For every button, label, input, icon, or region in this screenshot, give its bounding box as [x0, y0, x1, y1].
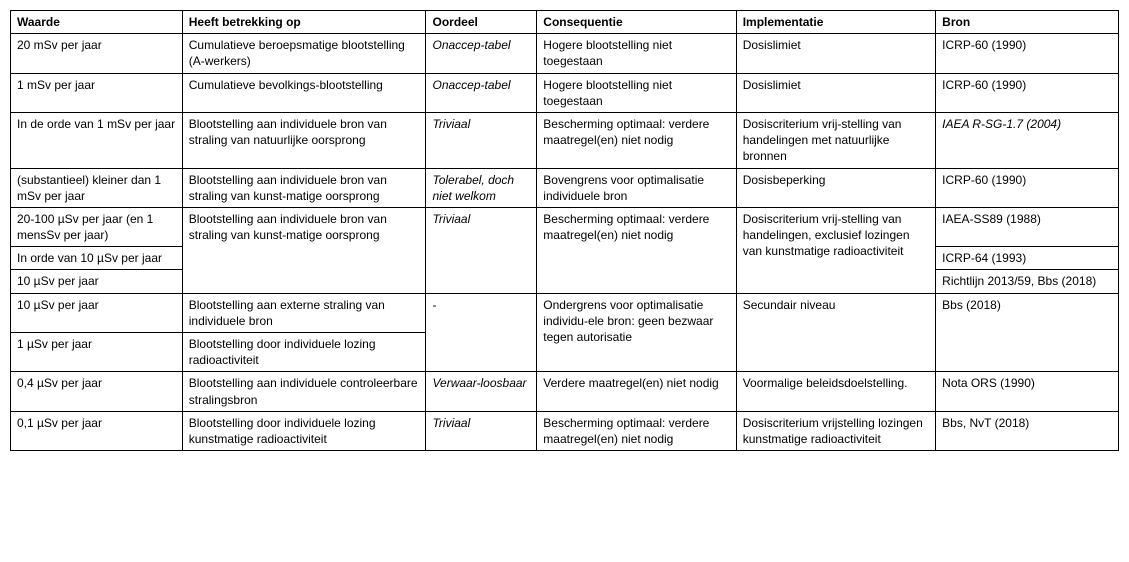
cell-oordeel: Triviaal: [426, 207, 537, 293]
cell-waarde: 1 µSv per jaar: [11, 333, 183, 372]
cell-consequentie: Hogere blootstelling niet toegestaan: [537, 73, 736, 112]
cell-waarde: 20 mSv per jaar: [11, 34, 183, 73]
cell-oordeel: Onaccep-tabel: [426, 73, 537, 112]
cell-waarde: 0,4 µSv per jaar: [11, 372, 183, 411]
cell-bron: IAEA R-SG-1.7 (2004): [936, 112, 1119, 168]
cell-oordeel: Verwaar-loosbaar: [426, 372, 537, 411]
cell-betrekking: Blootstelling aan individuele bron van s…: [182, 112, 426, 168]
cell-waarde: 10 µSv per jaar: [11, 293, 183, 332]
cell-waarde: In orde van 10 µSv per jaar: [11, 247, 183, 270]
col-consequentie: Consequentie: [537, 11, 736, 34]
cell-betrekking: Blootstelling aan externe straling van i…: [182, 293, 426, 332]
cell-waarde: 10 µSv per jaar: [11, 270, 183, 293]
cell-consequentie: Bescherming optimaal: verdere maatregel(…: [537, 207, 736, 293]
cell-waarde: 0,1 µSv per jaar: [11, 411, 183, 450]
cell-bron: Bbs, NvT (2018): [936, 411, 1119, 450]
table-header-row: Waarde Heeft betrekking op Oordeel Conse…: [11, 11, 1119, 34]
cell-bron: ICRP-60 (1990): [936, 34, 1119, 73]
col-implementatie: Implementatie: [736, 11, 935, 34]
col-betrekking: Heeft betrekking op: [182, 11, 426, 34]
col-oordeel: Oordeel: [426, 11, 537, 34]
dose-criteria-table: Waarde Heeft betrekking op Oordeel Conse…: [10, 10, 1119, 451]
cell-bron: ICRP-60 (1990): [936, 168, 1119, 207]
cell-implementatie: Voormalige beleidsdoelstelling.: [736, 372, 935, 411]
cell-bron: IAEA-SS89 (1988): [936, 207, 1119, 246]
cell-bron: ICRP-60 (1990): [936, 73, 1119, 112]
cell-implementatie: Dosislimiet: [736, 73, 935, 112]
cell-consequentie: Verdere maatregel(en) niet nodig: [537, 372, 736, 411]
table-row: 20-100 µSv per jaar (en 1 mensSv per jaa…: [11, 207, 1119, 246]
cell-bron: Richtlijn 2013/59, Bbs (2018): [936, 270, 1119, 293]
cell-betrekking: Blootstelling aan individuele bron van s…: [182, 168, 426, 207]
table-row: (substantieel) kleiner dan 1 mSv per jaa…: [11, 168, 1119, 207]
cell-consequentie: Bescherming optimaal: verdere maatregel(…: [537, 411, 736, 450]
cell-consequentie: Ondergrens voor optimalisatie individu-e…: [537, 293, 736, 372]
col-bron: Bron: [936, 11, 1119, 34]
cell-betrekking: Blootstelling door individuele lozing ku…: [182, 411, 426, 450]
table-row: 0,4 µSv per jaar Blootstelling aan indiv…: [11, 372, 1119, 411]
cell-betrekking: Blootstelling aan individuele bron van s…: [182, 207, 426, 293]
cell-waarde: 20-100 µSv per jaar (en 1 mensSv per jaa…: [11, 207, 183, 246]
cell-waarde: 1 mSv per jaar: [11, 73, 183, 112]
cell-oordeel: Triviaal: [426, 112, 537, 168]
table-row: 20 mSv per jaar Cumulatieve beroepsmatig…: [11, 34, 1119, 73]
cell-betrekking: Blootstelling aan individuele controleer…: [182, 372, 426, 411]
cell-oordeel: -: [426, 293, 537, 372]
table-row: 0,1 µSv per jaar Blootstelling door indi…: [11, 411, 1119, 450]
cell-oordeel: Tolerabel, doch niet welkom: [426, 168, 537, 207]
cell-consequentie: Hogere blootstelling niet toegestaan: [537, 34, 736, 73]
table-row: 1 mSv per jaar Cumulatieve bevolkings-bl…: [11, 73, 1119, 112]
cell-bron: Nota ORS (1990): [936, 372, 1119, 411]
col-waarde: Waarde: [11, 11, 183, 34]
cell-implementatie: Secundair niveau: [736, 293, 935, 372]
cell-implementatie: Dosislimiet: [736, 34, 935, 73]
cell-bron: ICRP-64 (1993): [936, 247, 1119, 270]
table-row: In de orde van 1 mSv per jaar Blootstell…: [11, 112, 1119, 168]
cell-bron: Bbs (2018): [936, 293, 1119, 372]
cell-waarde: (substantieel) kleiner dan 1 mSv per jaa…: [11, 168, 183, 207]
cell-betrekking: Blootstelling door individuele lozing ra…: [182, 333, 426, 372]
cell-implementatie: Dosiscriterium vrij-stelling van handeli…: [736, 112, 935, 168]
cell-betrekking: Cumulatieve beroepsmatige blootstelling …: [182, 34, 426, 73]
cell-consequentie: Bovengrens voor optimalisatie individuel…: [537, 168, 736, 207]
cell-implementatie: Dosiscriterium vrij-stelling van handeli…: [736, 207, 935, 293]
cell-implementatie: Dosiscriterium vrijstelling lozingen kun…: [736, 411, 935, 450]
cell-oordeel: Onaccep-tabel: [426, 34, 537, 73]
cell-betrekking: Cumulatieve bevolkings-blootstelling: [182, 73, 426, 112]
cell-waarde: In de orde van 1 mSv per jaar: [11, 112, 183, 168]
cell-oordeel: Triviaal: [426, 411, 537, 450]
cell-implementatie: Dosisbeperking: [736, 168, 935, 207]
cell-consequentie: Bescherming optimaal: verdere maatregel(…: [537, 112, 736, 168]
table-row: 10 µSv per jaar Blootstelling aan extern…: [11, 293, 1119, 332]
